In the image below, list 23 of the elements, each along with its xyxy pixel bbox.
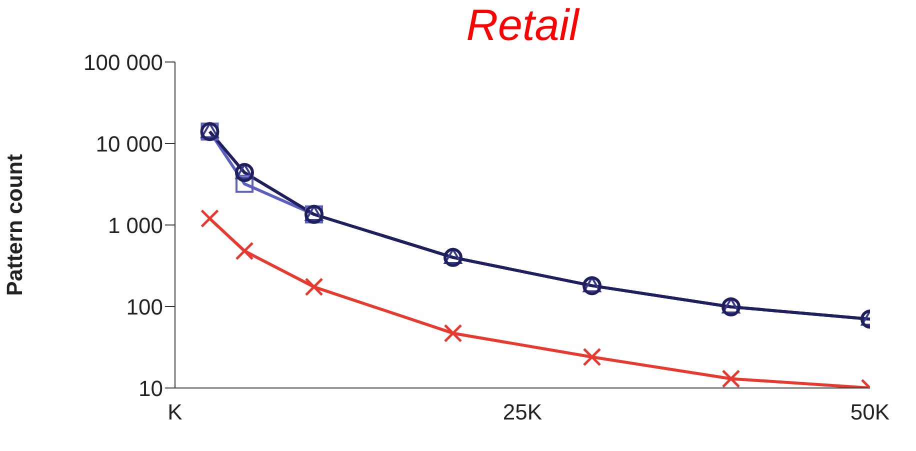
x-tick-label: K xyxy=(168,400,183,425)
point xyxy=(235,242,254,260)
point xyxy=(582,348,602,366)
y-tick-label: 100 000 xyxy=(83,50,163,75)
point xyxy=(235,163,254,182)
chart-title: Retail xyxy=(465,0,581,52)
point xyxy=(304,278,324,296)
y-tick-label: 100 xyxy=(126,294,163,320)
point xyxy=(200,209,219,228)
y-axis-title: Pattern count xyxy=(2,153,27,296)
point xyxy=(722,297,740,316)
point xyxy=(236,174,254,193)
point xyxy=(582,276,602,296)
point xyxy=(722,369,740,388)
y-tick-label: 1 000 xyxy=(108,212,163,238)
y-tick-label: 10 000 xyxy=(96,131,163,156)
x-tick-label: 50K xyxy=(850,400,890,425)
point xyxy=(583,276,601,292)
x-tick-label: 25K xyxy=(502,400,542,425)
point xyxy=(236,164,254,180)
point xyxy=(444,324,462,342)
point xyxy=(722,298,740,314)
y-tick-label: 10 xyxy=(138,376,163,401)
